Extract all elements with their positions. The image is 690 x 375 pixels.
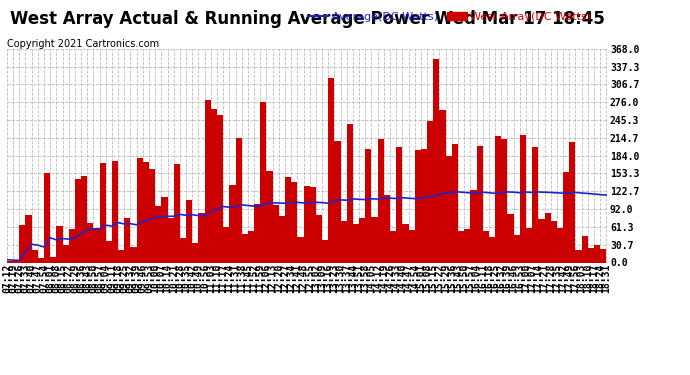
Text: Copyright 2021 Cartronics.com: Copyright 2021 Cartronics.com xyxy=(7,39,159,50)
Legend: Average(DC Watts), West Array(DC Watts): Average(DC Watts), West Array(DC Watts) xyxy=(304,7,595,26)
Title: West Array Actual & Running Average Power Wed Mar 17 18:45: West Array Actual & Running Average Powe… xyxy=(10,10,604,28)
